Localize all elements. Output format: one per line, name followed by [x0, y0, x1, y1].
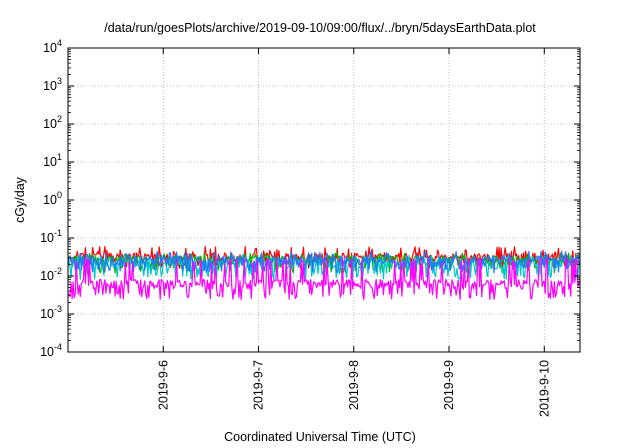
series-line-5 — [67, 257, 581, 301]
y-tick-label: 103 — [43, 76, 62, 93]
x-tick-label: 2019-9-8 — [347, 360, 361, 410]
chart-title: /data/run/goesPlots/archive/2019-09-10/0… — [104, 21, 536, 35]
x-axis: 2019-9-6 2019-9-7 2019-9-8 2019-9-9 2019-9-1… — [156, 48, 551, 417]
x-axis-label: Coordinated Universal Time (UTC) — [224, 430, 416, 444]
x-tick-label: 2019-9-9 — [442, 360, 456, 410]
y-tick-label: 104 — [43, 38, 62, 55]
series-layer — [67, 245, 581, 301]
x-tick-label: 2019-9-10 — [537, 360, 551, 417]
x-tick-label: 2019-9-7 — [252, 360, 266, 410]
y-tick-label: 10-1 — [40, 228, 62, 245]
y-tick-label: 10-2 — [40, 266, 62, 283]
y-tick-label: 10-3 — [40, 304, 62, 321]
y-axis-label-text: cGy/day — [13, 177, 27, 223]
grid-lines — [68, 48, 580, 352]
y-tick-label: 102 — [43, 114, 62, 131]
y-tick-label: 101 — [43, 152, 62, 169]
y-tick-label: 100 — [43, 190, 62, 207]
y-tick-label: 10-4 — [40, 342, 62, 359]
x-tick-label: 2019-9-6 — [156, 360, 170, 410]
y-axis: 10-4 10-3 10-2 10-1 100 101 102 103 104 — [40, 38, 580, 359]
